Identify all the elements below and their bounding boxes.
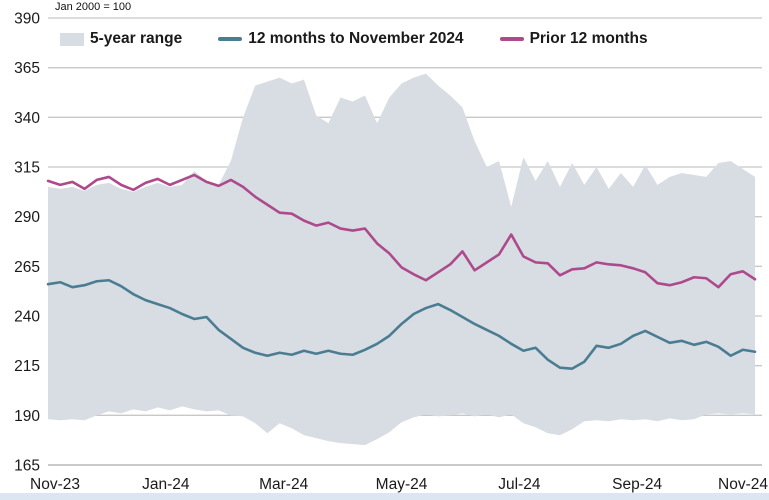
y-tick-label: 240 [14,309,40,326]
x-tick-label: May-24 [376,476,428,493]
y-tick-label: 190 [14,408,40,425]
y-tick-label: 315 [14,160,40,177]
legend-label: Prior 12 months [529,30,648,47]
y-tick-label: 265 [14,259,40,276]
area-swatch-icon [60,32,84,46]
x-tick-label: Sep-24 [612,476,662,493]
y-tick-label: 365 [14,60,40,77]
x-tick-label: Mar-24 [259,476,308,493]
x-tick-label: Jul-24 [498,476,541,493]
legend-label: 5-year range [90,30,183,47]
legend-label: 12 months to November 2024 [248,30,464,47]
current-12-months-line [46,278,757,370]
five-year-range-band [48,73,755,446]
x-tick-label: Nov-24 [718,476,768,493]
line-swatch-icon [218,37,243,41]
y-tick-label: 390 [14,11,40,28]
bottom-strip [0,493,769,500]
legend-item-5-year-range: 5-year range [60,30,182,48]
chart-legend: 5-year range 12 months to November 2024 … [60,30,648,48]
y-tick-label: 290 [14,209,40,226]
line-swatch-icon [499,37,524,41]
x-tick-label: Jan-24 [142,476,190,493]
index-base-note: Jan 2000 = 100 [55,1,132,13]
x-tick-label: Nov-23 [30,476,80,493]
y-tick-label: 215 [14,358,40,375]
y-tick-label: 165 [14,458,40,475]
prior-12-months-line [46,173,757,289]
y-tick-label: 340 [14,110,40,127]
legend-item-12-months: 12 months to November 2024 [218,30,464,48]
legend-item-prior-12-months: Prior 12 months [499,30,648,48]
